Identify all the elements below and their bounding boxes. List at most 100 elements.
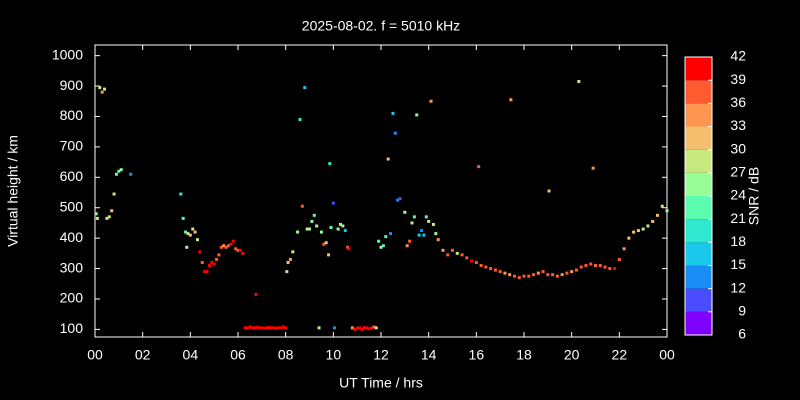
colorbar-tick-label: 42	[730, 48, 746, 64]
data-point	[479, 264, 483, 268]
y-tick-label: 400	[60, 229, 84, 245]
colorbar-tick-label: 39	[730, 71, 746, 87]
data-point	[474, 260, 478, 264]
data-point	[417, 233, 421, 237]
colorbar-segment	[685, 219, 712, 243]
data-point	[179, 192, 183, 196]
data-point	[598, 264, 602, 268]
data-point	[327, 253, 331, 257]
data-point	[508, 273, 512, 277]
data-point	[613, 267, 617, 271]
data-point	[229, 242, 233, 246]
data-point	[627, 236, 631, 240]
data-point	[105, 216, 109, 220]
data-point	[112, 192, 116, 196]
data-point	[191, 227, 195, 231]
data-point	[546, 273, 550, 277]
data-point	[646, 224, 650, 228]
data-point	[422, 233, 426, 237]
data-point	[358, 326, 362, 330]
data-point	[322, 242, 326, 246]
data-point	[651, 219, 655, 223]
data-point	[315, 224, 319, 228]
data-point	[565, 271, 569, 275]
data-point	[210, 260, 214, 264]
data-point	[310, 219, 314, 223]
data-point	[243, 326, 247, 330]
data-point	[186, 232, 190, 236]
data-point	[477, 165, 481, 169]
data-point	[415, 113, 419, 117]
colorbar-tick-label: 33	[730, 117, 746, 133]
data-point	[391, 111, 395, 115]
data-point	[291, 250, 295, 254]
data-point	[253, 326, 257, 330]
data-point	[622, 247, 626, 251]
data-point	[372, 325, 376, 329]
data-point	[579, 265, 583, 269]
data-point	[260, 326, 264, 330]
y-tick-label: 900	[60, 77, 84, 93]
data-point	[341, 224, 345, 228]
colorbar-segment	[685, 80, 712, 104]
colorbar-tick-label: 9	[738, 303, 746, 319]
colorbar-segment	[685, 57, 712, 81]
data-point	[555, 274, 559, 278]
data-point	[215, 257, 219, 261]
data-point	[641, 227, 645, 231]
data-point	[541, 270, 545, 274]
chart-title: 2025-08-02. f = 5010 kHz	[302, 18, 460, 34]
data-point	[185, 245, 189, 249]
data-point	[248, 325, 252, 329]
data-point	[412, 215, 416, 219]
x-tick-label: 22	[612, 347, 628, 363]
data-point	[119, 168, 123, 172]
data-point	[374, 326, 378, 330]
data-point	[250, 326, 254, 330]
data-point	[608, 267, 612, 271]
data-point	[570, 270, 574, 274]
data-point	[498, 270, 502, 274]
data-point	[436, 238, 440, 242]
data-point	[431, 222, 435, 226]
data-point	[222, 244, 226, 248]
y-tick-label: 700	[60, 138, 84, 154]
data-point	[262, 326, 266, 330]
data-point	[393, 131, 397, 135]
data-point	[100, 90, 104, 94]
data-point	[362, 326, 366, 330]
data-point	[241, 251, 245, 255]
data-point	[317, 326, 321, 330]
data-point	[660, 204, 664, 208]
data-point	[484, 265, 488, 269]
x-axis-label: UT Time / hrs	[339, 375, 423, 391]
colorbar-segment	[685, 311, 712, 335]
data-point	[300, 204, 304, 208]
data-point	[589, 262, 593, 266]
data-point	[274, 326, 278, 330]
data-point	[367, 327, 371, 331]
data-point	[441, 248, 445, 252]
data-point	[212, 262, 216, 266]
colorbar-tick-label: 6	[738, 326, 746, 342]
data-point	[460, 253, 464, 257]
data-point	[279, 326, 283, 330]
data-point	[184, 230, 188, 234]
data-point	[603, 265, 607, 269]
y-tick-label: 300	[60, 259, 84, 275]
colorbar-tick-label: 21	[730, 210, 746, 226]
data-point	[493, 268, 497, 272]
data-point	[305, 227, 309, 231]
data-point	[272, 326, 276, 330]
x-tick-label: 20	[564, 347, 580, 363]
colorbar-tick-label: 18	[730, 233, 746, 249]
data-point	[254, 292, 258, 296]
data-point	[577, 80, 581, 83]
data-point	[350, 326, 354, 330]
data-point	[207, 264, 211, 268]
data-point	[512, 274, 516, 278]
data-point	[403, 210, 407, 214]
data-point	[509, 98, 513, 102]
data-point	[324, 241, 328, 245]
data-point	[269, 326, 273, 330]
